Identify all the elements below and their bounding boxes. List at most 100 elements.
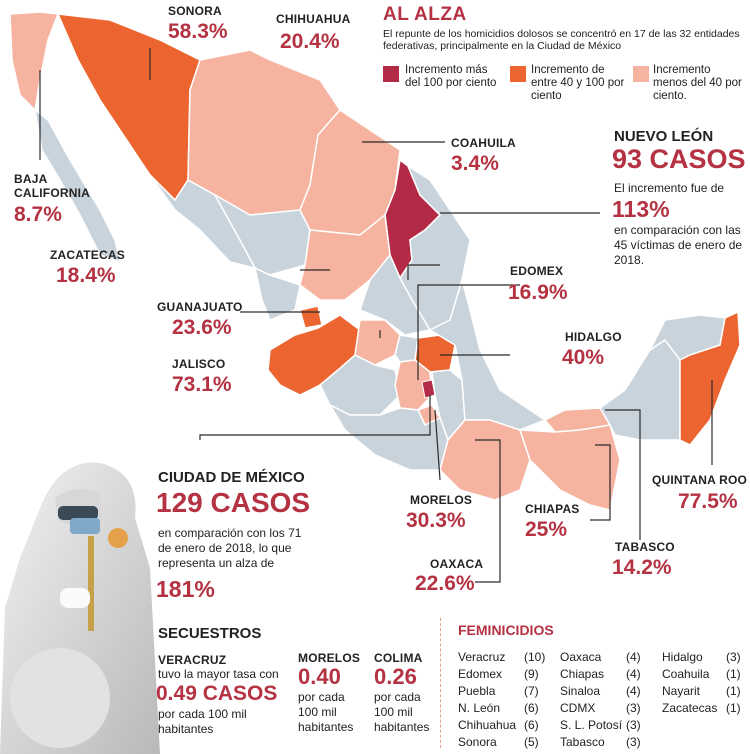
- list-item: Tabasco (3): [560, 734, 650, 751]
- legend-label-40to100: Incremento de entre 40 y 100 por ciento: [531, 64, 625, 102]
- label-edomex: EDOMEX: [510, 264, 564, 278]
- list-item: Coahuila (1): [662, 666, 748, 683]
- label-jalisco: JALISCO: [172, 357, 226, 371]
- secuestros-colima-text: por cada 100 mil habitantes: [374, 690, 430, 734]
- list-item: Sinaloa (4): [560, 683, 650, 700]
- state-baja-california-sur: [33, 108, 122, 264]
- value-edomex: 16.9%: [508, 281, 568, 304]
- state-name: Sonora: [458, 735, 497, 749]
- value-coahuila: 3.4%: [451, 152, 499, 175]
- state-name: Coahuila: [662, 667, 710, 681]
- value-sonora: 58.3%: [168, 20, 228, 43]
- count: (4): [626, 684, 641, 698]
- label-baja-california: BAJA CALIFORNIA: [14, 172, 90, 200]
- state-name: Oaxaca: [560, 650, 602, 664]
- legend-swatch-40to100: [510, 66, 526, 82]
- count: (4): [626, 667, 641, 681]
- secuestros-veracruz-label: VERACRUZ: [158, 653, 227, 667]
- list-item: Hidalgo (3): [662, 649, 748, 666]
- state-name: Edomex: [458, 667, 503, 681]
- secuestros-veracruz-value: 0.49 CASOS: [156, 682, 278, 705]
- nuevo-leon-cases: 93 CASOS: [612, 144, 746, 174]
- feminicidios-col2: Oaxaca (4) Chiapas (4) Sinaloa (4) CDMX (3) …: [560, 649, 650, 751]
- list-item: Edomex (9): [458, 666, 548, 683]
- value-jalisco: 73.1%: [172, 373, 232, 396]
- secuestros-title: SECUESTROS: [158, 625, 262, 642]
- cdmx-text: en comparación con los 71 de enero de 20…: [158, 526, 302, 570]
- state-name: Chihuahua: [458, 718, 517, 732]
- label-oaxaca: OAXACA: [430, 557, 484, 571]
- count: (3): [726, 650, 741, 664]
- nuevo-leon-text1: El incremento fue de: [614, 181, 725, 195]
- legend-swatch-under40: [633, 66, 649, 82]
- state-name: Nayarit: [662, 684, 701, 698]
- state-name: Chiapas: [560, 667, 605, 681]
- feminicidios-col1: Veracruz (10) Edomex (9) Puebla (7) N. León…: [458, 649, 548, 751]
- secuestros-veracruz-text1: tuvo la mayor tasa con: [158, 667, 279, 681]
- label-tabasco: TABASCO: [615, 540, 675, 554]
- label-coahuila: COAHUILA: [451, 136, 516, 150]
- value-guanajuato: 23.6%: [172, 316, 232, 339]
- state-name: Sinaloa: [560, 684, 601, 698]
- value-zacatecas: 18.4%: [56, 264, 116, 287]
- count: (3): [626, 718, 641, 732]
- state-baja-california: [9, 11, 60, 112]
- state-name: Hidalgo: [662, 650, 703, 664]
- value-chihuahua: 20.4%: [280, 30, 340, 53]
- list-item: Sonora (5): [458, 734, 548, 751]
- value-chiapas: 25%: [525, 518, 568, 541]
- count: (10): [524, 650, 546, 664]
- state-oaxaca: [439, 419, 531, 501]
- cdmx-cases: 129 CASOS: [156, 487, 311, 518]
- label-cdmx: CIUDAD DE MÉXICO: [158, 469, 305, 486]
- label-chihuahua: CHIHUAHUA: [276, 12, 351, 26]
- label-sonora: SONORA: [168, 4, 222, 18]
- count: (6): [524, 701, 539, 715]
- value-morelos: 30.3%: [406, 509, 466, 532]
- forensic-worker-illustration: [0, 462, 160, 754]
- list-item: Chiapas (4): [560, 666, 650, 683]
- secuestros-colima-value: 0.26: [374, 664, 417, 689]
- divider: [440, 618, 442, 748]
- count: (1): [726, 684, 741, 698]
- count: (5): [524, 735, 539, 749]
- secuestros-morelos-value: 0.40: [298, 664, 341, 689]
- value-baja-california: 8.7%: [14, 203, 62, 226]
- list-item: Chihuahua (6): [458, 717, 548, 734]
- list-item: Puebla (7): [458, 683, 548, 700]
- count: (3): [626, 701, 641, 715]
- legend-label-under40: Incremento menos del 40 por ciento.: [653, 64, 742, 102]
- list-item: Veracruz (10): [458, 649, 548, 666]
- label-zacatecas: ZACATECAS: [50, 248, 125, 262]
- list-item: Zacatecas (1): [662, 700, 748, 717]
- page-subtitle: El repunte de los homicidios dolosos se …: [383, 28, 740, 52]
- page-title: AL ALZA: [383, 4, 467, 25]
- secuestros-colima-label: COLIMA: [374, 651, 423, 665]
- secuestros-veracruz-text2: por cada 100 mil habitantes: [158, 707, 247, 736]
- state-name: Puebla: [458, 684, 496, 698]
- state-name: Tabasco: [560, 735, 605, 749]
- label-quintana-roo: QUINTANA ROO: [652, 473, 748, 487]
- state-nayarit: [253, 266, 301, 321]
- value-quintana-roo: 77.5%: [678, 490, 738, 513]
- label-chiapas: CHIAPAS: [525, 502, 580, 516]
- label-nuevo-leon: NUEVO LEÓN: [614, 128, 714, 145]
- feminicidios-col3: Hidalgo (3) Coahuila (1) Nayarit (1) Zacate…: [662, 649, 748, 717]
- label-guanajuato: GUANAJUATO: [157, 300, 243, 314]
- state-name: S. L. Potosí: [560, 718, 623, 732]
- state-name: CDMX: [560, 701, 596, 715]
- state-guerrero: [328, 403, 449, 471]
- secuestros-morelos-label: MORELOS: [298, 651, 361, 665]
- legend-swatch-over100: [383, 66, 399, 82]
- count: (3): [626, 735, 641, 749]
- count: (7): [524, 684, 539, 698]
- cdmx-value: 181%: [156, 576, 215, 602]
- value-hidalgo: 40%: [562, 346, 605, 369]
- state-quintana-roo: [679, 310, 741, 446]
- state-chiapas: [518, 424, 621, 511]
- secuestros-morelos-text: por cada 100 mil habitantes: [298, 690, 354, 734]
- state-name: Veracruz: [458, 650, 506, 664]
- count: (6): [524, 718, 539, 732]
- feminicidios-title: FEMINICIDIOS: [458, 622, 554, 638]
- legend-label-over100: Incremento más del 100 por ciento: [405, 64, 497, 89]
